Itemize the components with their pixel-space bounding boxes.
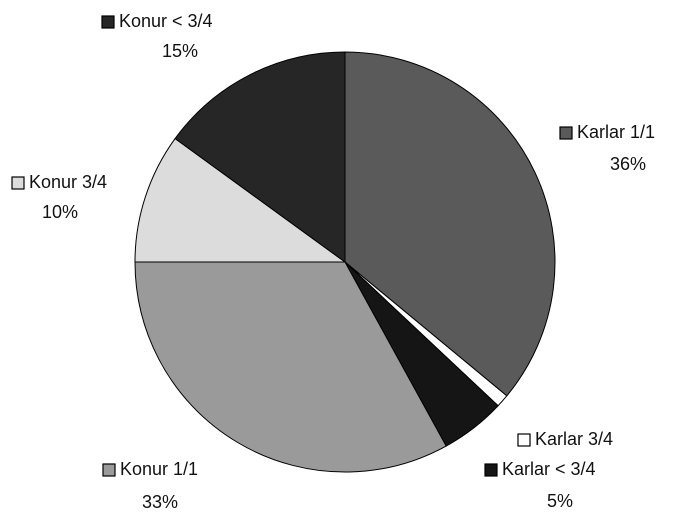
pie-slice [174, 51, 346, 263]
legend-swatch [517, 433, 531, 447]
pie-slice [344, 51, 556, 397]
pie-slice [134, 137, 347, 263]
legend-swatch [11, 176, 25, 190]
legend-swatch [101, 15, 115, 29]
slice-value-label: 15% [162, 41, 198, 61]
legend-swatch [102, 463, 116, 477]
slice-label: Konur 3/4 [29, 172, 107, 192]
slice-label: Karlar 1/1 [577, 122, 655, 142]
pie-slice [134, 261, 447, 473]
slice-value-label: 33% [142, 492, 178, 512]
slice-value-label: 5% [547, 491, 573, 511]
legend-swatch [559, 126, 573, 140]
slice-label: Konur 1/1 [120, 459, 198, 479]
slice-label: Karlar 3/4 [535, 429, 613, 449]
slice-label: Karlar < 3/4 [502, 459, 596, 479]
legend-swatch [484, 463, 498, 477]
slice-value-label: 10% [42, 202, 78, 222]
slice-value-label: 36% [610, 154, 646, 174]
slice-label: Konur < 3/4 [119, 11, 213, 31]
